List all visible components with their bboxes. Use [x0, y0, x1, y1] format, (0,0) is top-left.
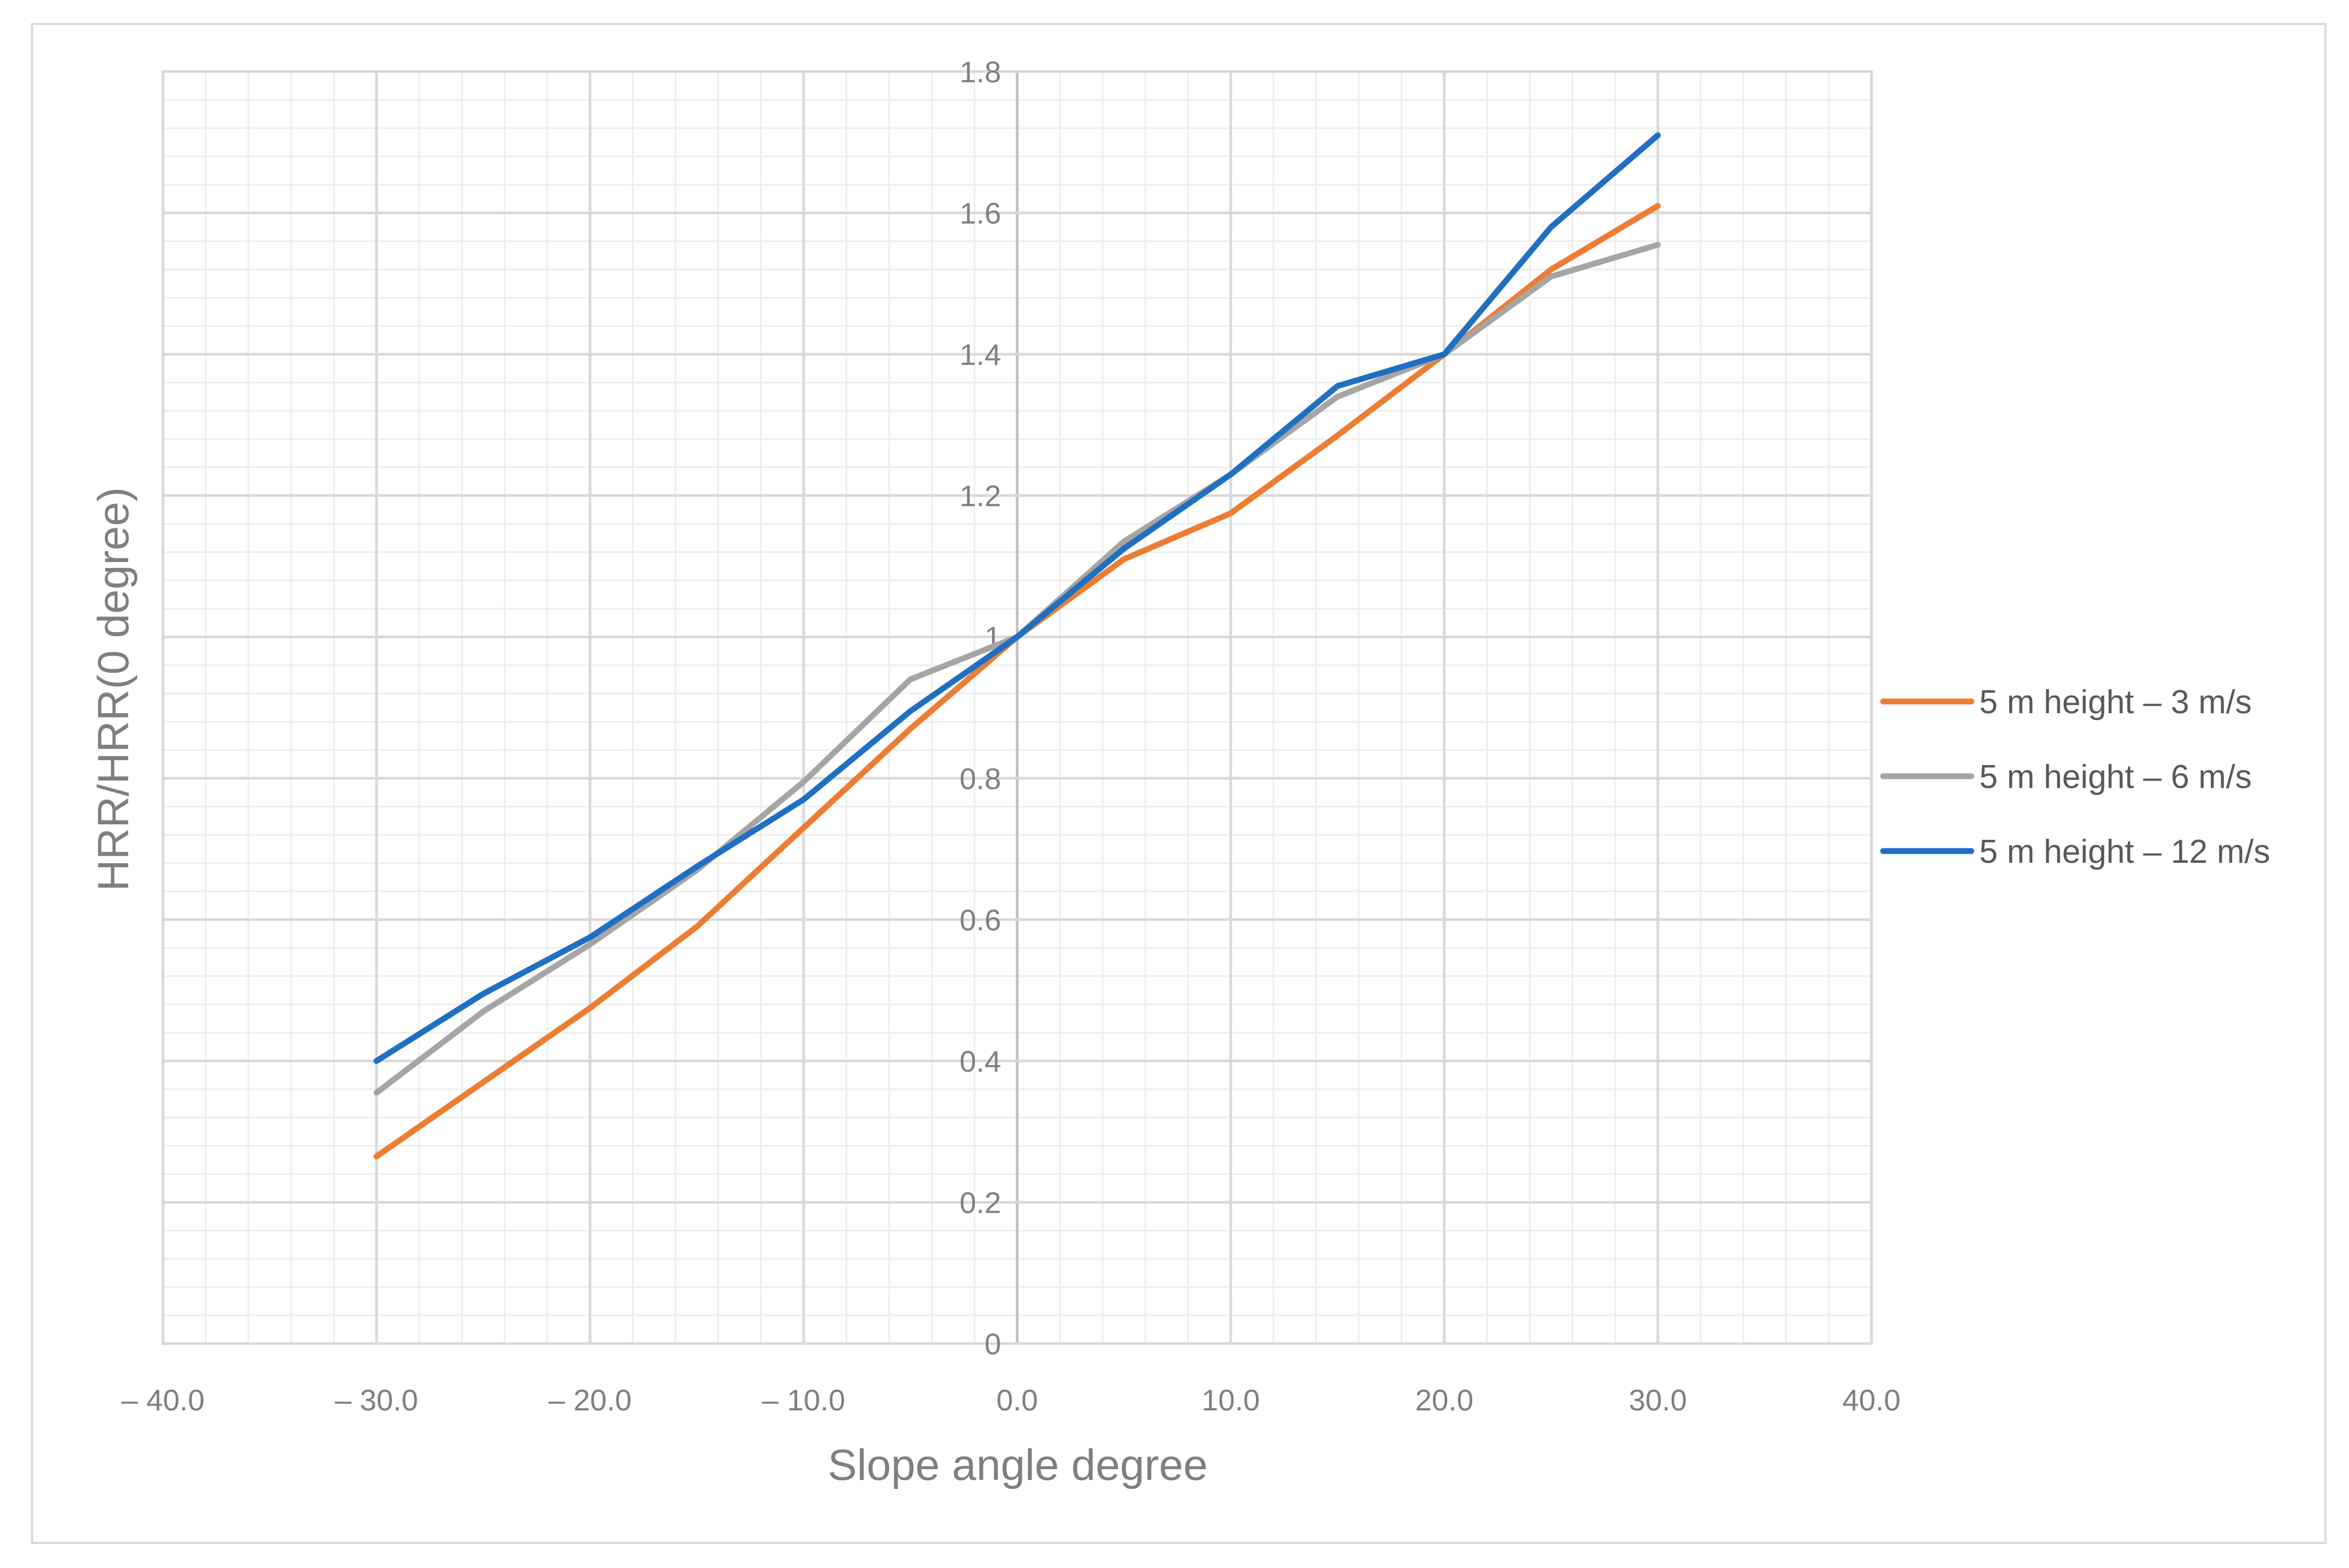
legend: 5 m height – 3 m/s 5 m height – 6 m/s 5 m …	[1880, 684, 2270, 870]
x-tick-label: 30.0	[1629, 1383, 1687, 1417]
y-tick-label: 0.6	[959, 903, 1001, 937]
x-axis-tick-labels: – 40.0 – 30.0 – 20.0 – 10.0 0.0 10.0 20.0 30.0 4…	[121, 1383, 1900, 1417]
y-tick-label: 0.2	[959, 1185, 1001, 1219]
legend-label: 5 m height – 6 m/s	[1979, 759, 2252, 795]
x-tick-label: – 10.0	[762, 1383, 845, 1417]
y-tick-label: 0.8	[959, 762, 1001, 795]
legend-item: 5 m height – 6 m/s	[1880, 759, 2252, 795]
chart-frame	[31, 23, 2327, 1544]
x-tick-label: – 20.0	[549, 1383, 632, 1417]
series-line	[373, 132, 1661, 1064]
x-tick-label: – 30.0	[335, 1383, 418, 1417]
x-tick-label: 40.0	[1843, 1383, 1901, 1417]
series-lines	[373, 132, 1661, 1159]
x-tick-label: 10.0	[1201, 1383, 1260, 1417]
legend-label: 5 m height – 3 m/s	[1979, 684, 2252, 721]
legend-label: 5 m height – 12 m/s	[1979, 833, 2270, 870]
legend-item: 5 m height – 12 m/s	[1880, 833, 2270, 870]
plot-border-rect	[161, 70, 1873, 1345]
y-tick-label: 1.6	[959, 197, 1001, 230]
y-tick-label: 0.4	[959, 1044, 1001, 1078]
x-tick-label: 20.0	[1415, 1383, 1473, 1417]
x-tick-label: 0.0	[996, 1383, 1038, 1417]
x-tick-label: – 40.0	[121, 1383, 205, 1417]
y-tick-label: 0	[985, 1327, 1001, 1361]
y-tick-label: 1.8	[959, 55, 1001, 89]
y-axis-title: HRR/HRR(0 degree)	[89, 487, 138, 891]
legend-item: 5 m height – 3 m/s	[1880, 684, 2252, 721]
y-tick-label: 1.2	[959, 479, 1001, 513]
x-axis-title: Slope angle degree	[828, 1441, 1207, 1489]
plot-area-border	[161, 70, 1873, 1345]
y-axis-tick-labels: 00.20.40.60.811.21.41.61.8	[959, 55, 1001, 1361]
y-tick-label: 1.4	[959, 338, 1001, 371]
